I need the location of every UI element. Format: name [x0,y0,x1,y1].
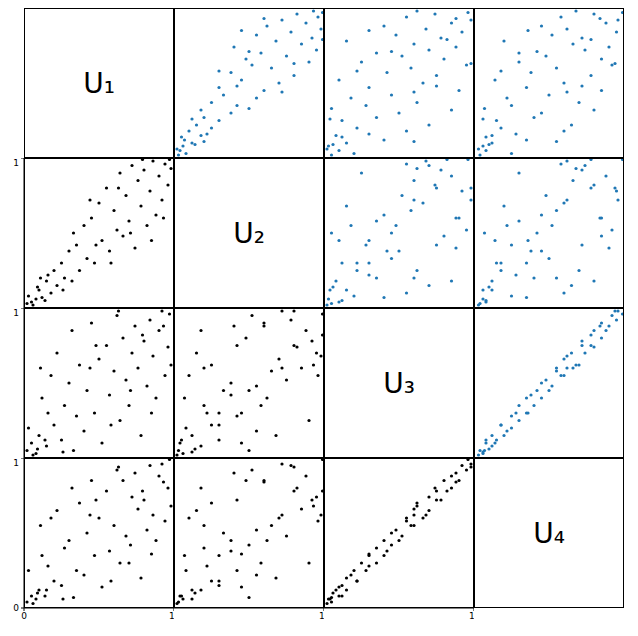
svg-text:1: 1 [469,611,474,621]
html-text:U₂: U₂ [233,216,265,250]
svg-text:0: 0 [21,611,27,621]
svg-text:1: 1 [319,611,324,621]
svg-text:0: 0 [13,603,19,613]
html-text:U₃: U₃ [383,366,415,400]
html-text:U₄: U₄ [533,516,565,550]
svg-text:1: 1 [13,458,19,468]
svg-text:1: 1 [13,158,19,168]
html-text:U₁: U₁ [83,66,115,100]
svg-text:1: 1 [169,611,174,621]
svg-text:1: 1 [13,308,19,318]
